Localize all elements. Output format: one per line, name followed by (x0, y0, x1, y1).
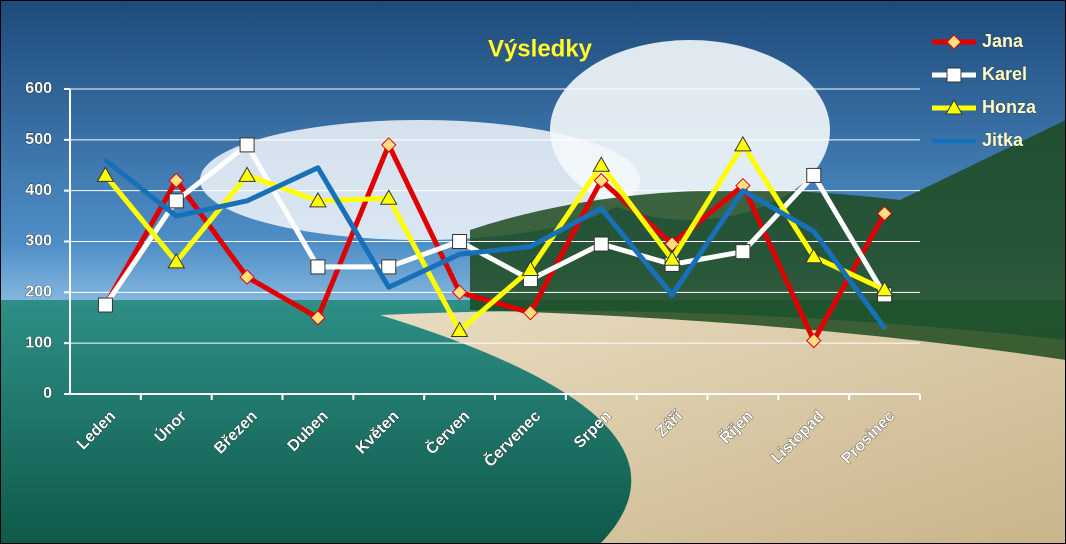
data-point (315, 165, 320, 170)
data-point (168, 193, 184, 209)
data-point (811, 229, 816, 234)
data-point (167, 252, 186, 269)
data-point (599, 206, 604, 211)
y-tick-label: 300 (25, 233, 52, 250)
data-point (593, 236, 609, 252)
background-beach (380, 310, 1066, 544)
y-tick-label: 600 (25, 80, 52, 97)
data-point (379, 189, 398, 205)
series-line (103, 142, 887, 307)
data-point (876, 205, 893, 222)
data-point (238, 166, 256, 182)
data-point (103, 158, 108, 163)
data-point (174, 214, 179, 219)
data-point (310, 259, 326, 275)
data-point (521, 260, 540, 276)
chart-title: Výsledky (488, 35, 593, 62)
data-point (310, 310, 326, 326)
legend-marker (946, 34, 962, 50)
legend-label: Jana (982, 31, 1024, 51)
data-point (381, 259, 397, 275)
data-point (806, 332, 822, 349)
data-point (804, 247, 823, 264)
legend-label: Karel (982, 64, 1027, 84)
data-point (239, 269, 255, 285)
legend-label: Jitka (982, 130, 1024, 150)
y-tick-label: 200 (25, 284, 52, 301)
data-point (96, 166, 115, 182)
series-line (103, 142, 886, 333)
data-point (740, 188, 745, 193)
y-tick-label: 400 (25, 182, 52, 199)
data-point (592, 156, 611, 172)
legend-marker (945, 98, 963, 115)
data-point (875, 280, 894, 297)
data-point (734, 135, 752, 152)
data-point (593, 172, 609, 189)
data-point (381, 137, 397, 153)
legend-label: Honza (982, 97, 1037, 117)
data-point (450, 321, 469, 337)
series-line (103, 158, 887, 330)
data-point (245, 198, 250, 203)
data-point (309, 191, 327, 208)
data-point (882, 325, 887, 330)
data-point (97, 297, 113, 313)
legend-marker (946, 67, 962, 83)
data-point (735, 244, 751, 260)
data-point (452, 234, 468, 249)
data-point (670, 292, 675, 297)
y-tick-label: 500 (25, 131, 52, 148)
data-point (663, 250, 681, 266)
data-point (451, 284, 468, 301)
data-point (528, 244, 533, 249)
cloud (200, 120, 640, 240)
data-point (806, 167, 822, 183)
data-point (168, 172, 184, 189)
data-point (239, 137, 255, 153)
y-tick-label: 100 (25, 334, 52, 351)
data-point (457, 252, 462, 257)
y-tick-label: 0 (43, 385, 52, 402)
data-point (522, 304, 539, 321)
data-point (386, 285, 391, 290)
